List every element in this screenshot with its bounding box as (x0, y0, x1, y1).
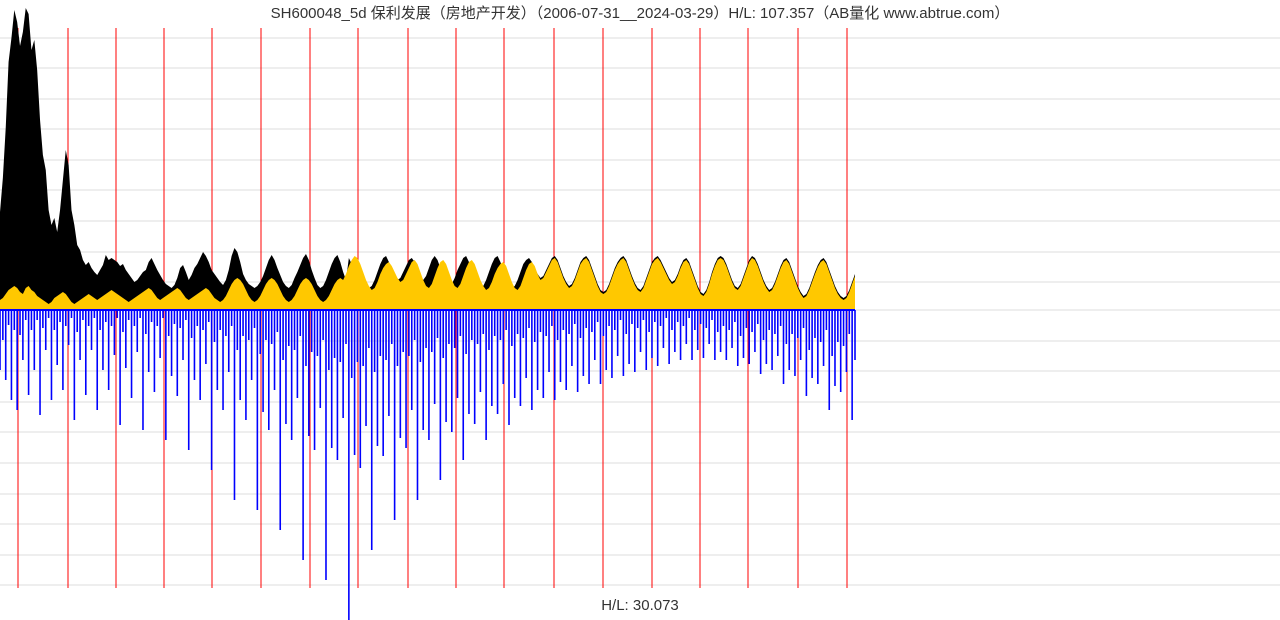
chart-footer: H/L: 30.073 (0, 597, 1280, 614)
chart-svg (0, 0, 1280, 620)
chart-container: SH600048_5d 保利发展（房地产开发）（2006-07-31__2024… (0, 0, 1280, 620)
chart-title: SH600048_5d 保利发展（房地产开发）（2006-07-31__2024… (0, 2, 1280, 23)
